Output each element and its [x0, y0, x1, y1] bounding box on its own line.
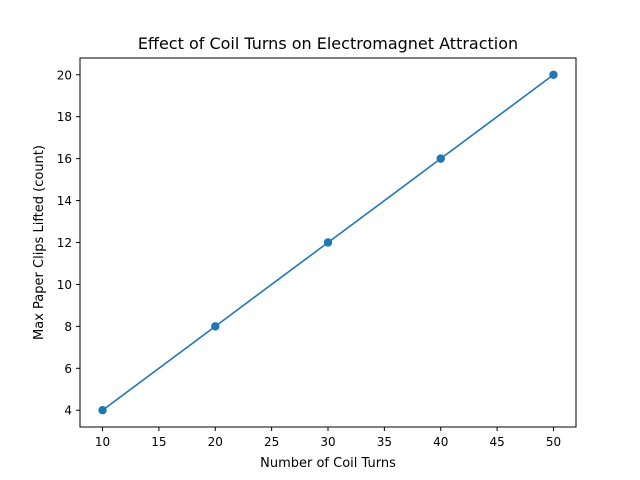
x-tick-label: 25 [264, 435, 279, 449]
data-point [98, 406, 107, 415]
x-tick-label: 20 [208, 435, 223, 449]
x-tick-label: 10 [95, 435, 110, 449]
x-tick-label: 40 [433, 435, 448, 449]
y-axis-label: Max Paper Clips Lifted (count) [32, 145, 47, 340]
data-point [549, 70, 558, 79]
x-tick-label: 15 [151, 435, 166, 449]
y-axis: 4 6 8 10 12 14 16 18 20 [57, 68, 80, 418]
y-tick-label: 10 [57, 278, 72, 292]
y-tick-label: 14 [57, 194, 72, 208]
x-tick-label: 50 [546, 435, 561, 449]
y-tick-label: 6 [64, 362, 72, 376]
data-point [436, 154, 445, 163]
chart-title: Effect of Coil Turns on Electromagnet At… [138, 34, 518, 53]
y-tick-label: 4 [64, 404, 72, 418]
y-tick-label: 18 [57, 110, 72, 124]
y-tick-label: 16 [57, 152, 72, 166]
x-axis-label: Number of Coil Turns [260, 456, 396, 471]
y-tick-label: 8 [64, 320, 72, 334]
x-axis: 10 15 20 25 30 35 40 45 50 [95, 427, 561, 449]
x-tick-label: 45 [489, 435, 504, 449]
y-tick-label: 20 [57, 68, 72, 82]
x-tick-label: 30 [320, 435, 335, 449]
data-point [323, 238, 333, 247]
plot-area [98, 70, 558, 415]
data-point [211, 322, 220, 331]
x-tick-label: 35 [377, 435, 392, 449]
y-tick-label: 12 [57, 236, 72, 250]
